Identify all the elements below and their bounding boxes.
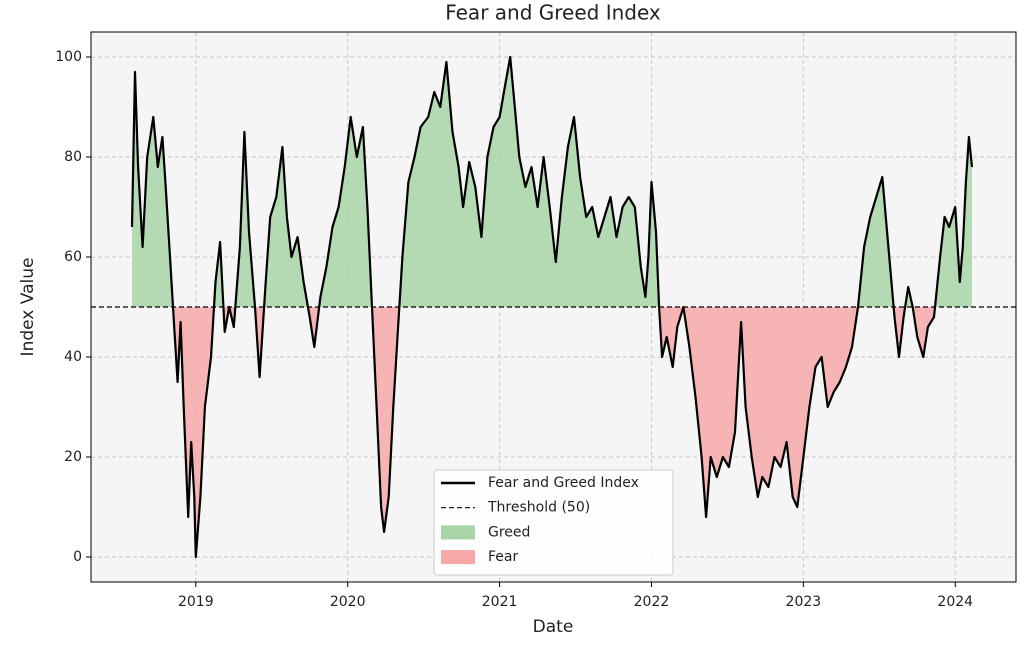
y-tick-label: 60 bbox=[64, 249, 82, 265]
x-tick-label: 2021 bbox=[482, 594, 518, 610]
x-axis-label: Date bbox=[533, 617, 574, 637]
legend-label: Threshold (50) bbox=[487, 500, 590, 516]
legend-box bbox=[433, 469, 674, 576]
y-tick-label: 40 bbox=[64, 349, 82, 365]
greed-area bbox=[132, 57, 972, 307]
x-tick-label: 2023 bbox=[786, 594, 822, 610]
chart-title: Fear and Greed Index bbox=[445, 1, 661, 25]
y-tick-label: 20 bbox=[64, 449, 82, 465]
x-tick-label: 2020 bbox=[330, 594, 366, 610]
y-axis-label: Index Value bbox=[18, 258, 38, 357]
legend-label: Fear bbox=[488, 549, 518, 565]
legend-swatch bbox=[441, 525, 475, 540]
x-tick-label: 2024 bbox=[937, 594, 973, 610]
plot-frame bbox=[90, 31, 1017, 583]
legend-label: Fear and Greed Index bbox=[488, 475, 639, 491]
y-tick-label: 100 bbox=[55, 49, 82, 65]
x-tick-label: 2022 bbox=[634, 594, 670, 610]
legend-swatch bbox=[441, 550, 475, 565]
x-tick-label: 2019 bbox=[178, 594, 214, 610]
index-line bbox=[130, 55, 974, 559]
fear-area bbox=[132, 307, 972, 557]
y-tick-label: 80 bbox=[64, 149, 82, 165]
y-tick-label: 0 bbox=[73, 549, 82, 565]
legend-label: Greed bbox=[488, 524, 530, 540]
